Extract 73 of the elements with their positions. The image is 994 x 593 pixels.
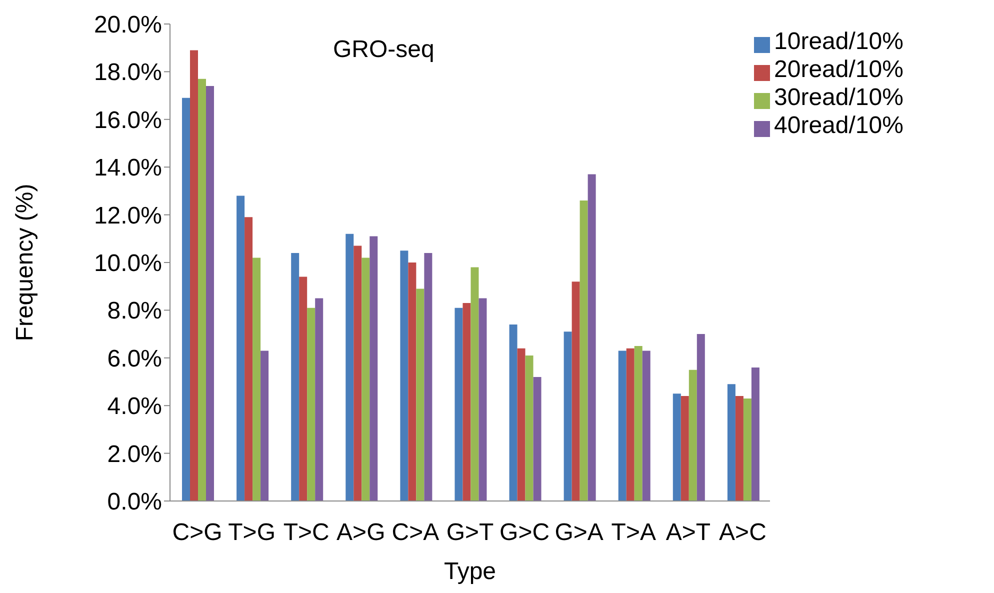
bar [299, 276, 308, 501]
bar [408, 262, 416, 501]
bar [252, 258, 261, 501]
y-tick-label: 16.0% [94, 106, 162, 134]
y-tick-label: 12.0% [94, 202, 162, 230]
bar [206, 86, 214, 501]
bar [182, 98, 190, 501]
bar [244, 217, 253, 501]
bar [370, 236, 378, 501]
bar [580, 200, 588, 501]
bar [190, 50, 198, 501]
bar [626, 348, 634, 501]
bar [424, 252, 432, 501]
x-axis-title: Type [444, 558, 496, 585]
bar [362, 258, 370, 501]
bar [727, 384, 736, 501]
x-tick-label: A>C [719, 519, 766, 546]
x-tick-label: G>T [446, 519, 494, 546]
x-tick-label: T>A [611, 519, 656, 546]
x-tick-label: G>A [554, 519, 604, 546]
y-tick-label: 18.0% [94, 59, 162, 86]
bar [315, 298, 324, 501]
x-tick-label: C>G [172, 519, 222, 546]
bar [588, 174, 596, 501]
bar [634, 346, 642, 501]
bar [688, 370, 697, 501]
bar [751, 367, 760, 501]
bar [198, 78, 206, 501]
bar [416, 288, 424, 501]
x-tick-label: A>G [336, 519, 386, 546]
x-tick-label: T>C [283, 519, 330, 546]
y-tick-label: 20.0% [94, 12, 162, 39]
bar [672, 394, 681, 501]
x-tick-label: G>C [500, 519, 550, 546]
legend-label: 30read/10% [774, 84, 904, 111]
bar [735, 396, 744, 501]
bar [564, 332, 572, 501]
y-tick-label: 4.0% [107, 393, 162, 420]
y-tick-label: 0.0% [107, 488, 162, 516]
y-tick-label: 2.0% [107, 440, 162, 468]
x-tick-label: A>T [666, 519, 711, 546]
bar [680, 396, 689, 501]
bar [236, 196, 245, 501]
x-tick-label: C>A [392, 519, 440, 546]
y-tick-label: 6.0% [107, 345, 162, 372]
legend-label: 10read/10% [774, 28, 904, 55]
bar [462, 303, 471, 501]
legend-label: 20read/10% [774, 56, 904, 83]
bar [525, 356, 534, 501]
bar [307, 308, 316, 501]
bar [642, 350, 650, 501]
bar [291, 252, 300, 501]
bar [533, 376, 542, 501]
bar [454, 308, 463, 501]
bar [743, 398, 752, 501]
bar [572, 282, 580, 501]
bar [478, 298, 487, 501]
y-axis-title: Frequency (%) [12, 184, 39, 342]
text: GRO-seq [333, 36, 434, 64]
bar [696, 334, 705, 501]
x-tick-label: T>G [228, 519, 276, 546]
legend-label: 40read/10% [774, 112, 904, 139]
y-tick-label: 10.0% [94, 250, 162, 278]
y-tick-label: 8.0% [107, 298, 162, 325]
bar [517, 348, 526, 501]
bar [509, 324, 518, 501]
bar [260, 350, 269, 501]
bar [354, 246, 362, 501]
bar [470, 267, 479, 501]
bar [400, 250, 408, 501]
bar [618, 350, 626, 501]
y-tick-label: 14.0% [94, 154, 162, 182]
bar [346, 234, 354, 501]
